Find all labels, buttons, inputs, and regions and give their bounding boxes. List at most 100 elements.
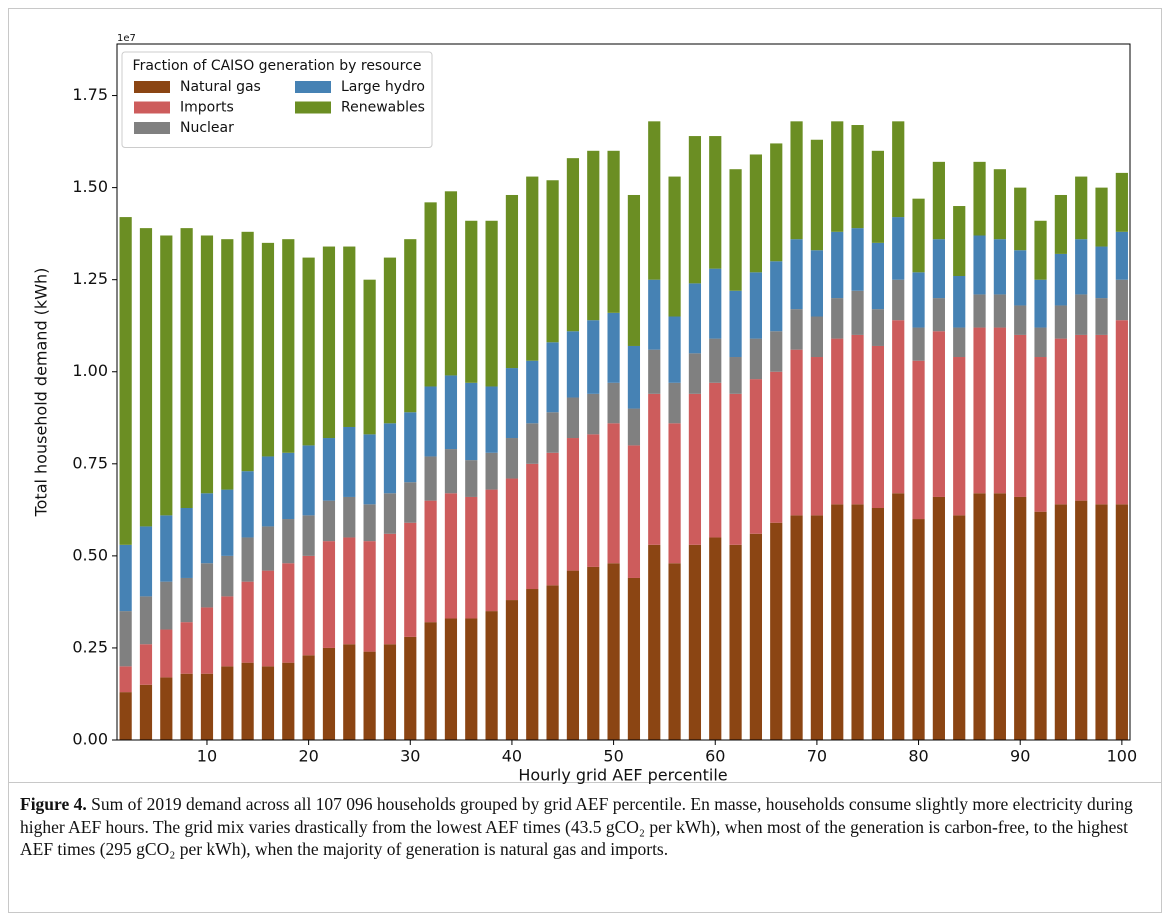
bar-segment — [993, 294, 1006, 328]
legend-swatch — [295, 81, 331, 93]
bar-segment — [851, 334, 864, 505]
bar-segment — [241, 581, 254, 663]
bar-segment — [993, 169, 1006, 240]
bar-segment — [587, 566, 600, 740]
bar-segment — [160, 515, 173, 582]
bar-segment — [383, 493, 397, 534]
bar-segment — [119, 692, 132, 740]
bar-segment — [851, 228, 864, 291]
bar-segment — [627, 408, 641, 446]
bar-segment — [688, 283, 702, 354]
bar-segment — [343, 644, 356, 740]
bar-segment — [688, 136, 702, 284]
bar-segment — [363, 434, 376, 505]
bar-segment — [485, 452, 498, 490]
bar-segment — [749, 272, 763, 339]
bar-segment — [1014, 187, 1027, 251]
bar-segment — [1034, 357, 1047, 512]
bar-segment — [139, 228, 153, 527]
bar-segment — [810, 357, 823, 516]
bar-segment — [200, 563, 214, 608]
bar-segment — [688, 544, 702, 740]
bar-segment — [221, 489, 234, 556]
bar-segment — [404, 412, 417, 483]
bar-segment — [871, 150, 884, 243]
bar-segment — [404, 239, 417, 413]
bar-segment — [261, 242, 275, 457]
legend-label: Natural gas — [180, 79, 261, 95]
x-tick-label: 20 — [298, 747, 318, 766]
bar-segment — [892, 493, 905, 740]
bar-segment — [383, 257, 397, 424]
bar-segment — [119, 217, 132, 545]
bar-segment — [302, 515, 315, 556]
y-axis-label: Total household demand (kWh) — [32, 268, 51, 518]
bar-segment — [1115, 279, 1128, 321]
bar-segment — [424, 386, 437, 457]
bar-segment — [1075, 239, 1088, 295]
bar-segment — [1075, 334, 1088, 501]
legend-label: Large hydro — [341, 79, 425, 95]
bar-segment — [932, 298, 945, 332]
bar-segment — [831, 504, 844, 740]
bar-segment — [526, 589, 539, 740]
bar-segment — [241, 231, 254, 472]
bar-segment — [932, 331, 945, 497]
legend-label: Renewables — [341, 100, 425, 116]
bar-segment — [668, 423, 681, 564]
bar-segment — [282, 519, 295, 564]
legend-swatch — [134, 81, 170, 93]
bar-segment — [465, 618, 478, 740]
chart: 1e7 Hourly grid AEF percentile Total hou… — [32, 33, 1138, 785]
bar-segment — [119, 611, 132, 667]
bar-segment — [505, 478, 519, 601]
bar-segment — [566, 158, 580, 332]
bar-segment — [180, 673, 193, 740]
x-tick-label: 70 — [807, 747, 827, 766]
bar-segment — [871, 309, 884, 346]
bar-segment — [200, 607, 214, 674]
bar-segment — [993, 239, 1006, 295]
bar-segment — [241, 471, 254, 538]
bar-segment — [404, 522, 417, 637]
bar-segment — [973, 161, 986, 236]
bar-segment — [485, 611, 498, 740]
bar-segment — [729, 393, 742, 545]
x-tick-label: 90 — [1010, 747, 1030, 766]
y-tick-label: 0.00 — [72, 730, 108, 749]
bar-segment — [973, 327, 986, 494]
bar-segment — [261, 526, 275, 571]
bar-segment — [322, 647, 336, 740]
bar-segment — [180, 577, 193, 623]
bar-segment — [363, 504, 376, 542]
bar-segment — [729, 169, 742, 291]
plot-frame — [116, 43, 1131, 741]
bar-segment — [302, 655, 315, 740]
bar-segment — [892, 217, 905, 280]
bar-segment — [953, 357, 966, 516]
x-tick-label: 30 — [400, 747, 420, 766]
bar-segment — [1115, 172, 1128, 232]
bar-segment — [1034, 511, 1047, 740]
bar-segment — [302, 445, 315, 516]
x-tick-label: 10 — [197, 747, 217, 766]
x-axis-label: Hourly grid AEF percentile — [518, 766, 727, 785]
y-tick-label: 1.25 — [72, 269, 108, 288]
bar-segment — [282, 452, 295, 520]
bar-segment — [1095, 334, 1108, 505]
bar-segment — [139, 526, 153, 597]
bar-segment — [465, 382, 478, 461]
bar-segment — [505, 438, 519, 479]
bar-segment — [1054, 504, 1067, 740]
bar-segment — [526, 423, 539, 464]
bar-segment — [648, 349, 661, 394]
bar-segment — [709, 268, 722, 339]
bar-segment — [851, 290, 864, 335]
bar-segment — [587, 320, 600, 394]
bar-segment — [200, 493, 214, 564]
bar-segment — [1115, 320, 1128, 505]
bar-segment — [790, 515, 803, 740]
bar-segment — [871, 508, 884, 740]
bar-segment — [892, 279, 905, 321]
bar-segment — [1014, 305, 1027, 335]
